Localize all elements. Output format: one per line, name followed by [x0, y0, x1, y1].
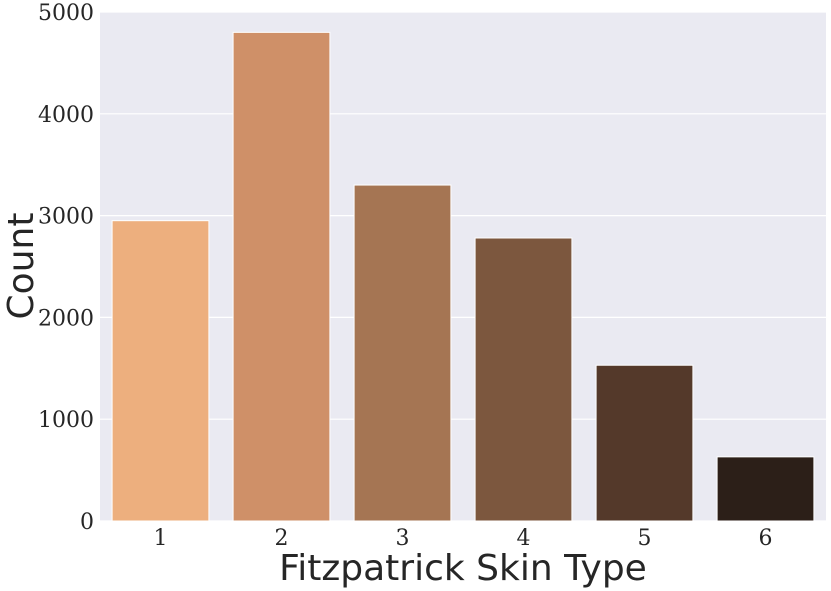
bar-2	[232, 31, 331, 522]
x-tick-label: 6	[759, 526, 773, 551]
y-tick-label: 0	[80, 510, 94, 535]
y-tick-label: 5000	[38, 1, 94, 26]
y-tick-label: 1000	[38, 408, 94, 433]
x-tick-label: 1	[154, 526, 168, 551]
bar-6	[716, 456, 815, 522]
x-tick-label: 4	[517, 526, 531, 551]
bar-4	[474, 237, 573, 522]
x-axis-label: Fitzpatrick Skin Type	[279, 548, 647, 589]
grid-lines	[100, 11, 826, 522]
bar-1	[111, 220, 210, 522]
bar-5	[595, 364, 694, 522]
bars	[111, 31, 815, 522]
x-tick-label: 5	[638, 526, 652, 551]
y-tick-label: 4000	[38, 103, 94, 128]
x-tick-label: 2	[275, 526, 289, 551]
y-tick-label: 3000	[38, 205, 94, 230]
y-tick-label: 2000	[38, 306, 94, 331]
plot-area	[100, 12, 826, 521]
x-tick-labels: 1 2 3 4 5 6	[154, 526, 773, 551]
bar-3	[353, 184, 452, 522]
y-axis-label: Count	[1, 213, 42, 320]
x-tick-label: 3	[396, 526, 410, 551]
y-tick-labels: 0 1000 2000 3000 4000 5000	[38, 1, 94, 535]
